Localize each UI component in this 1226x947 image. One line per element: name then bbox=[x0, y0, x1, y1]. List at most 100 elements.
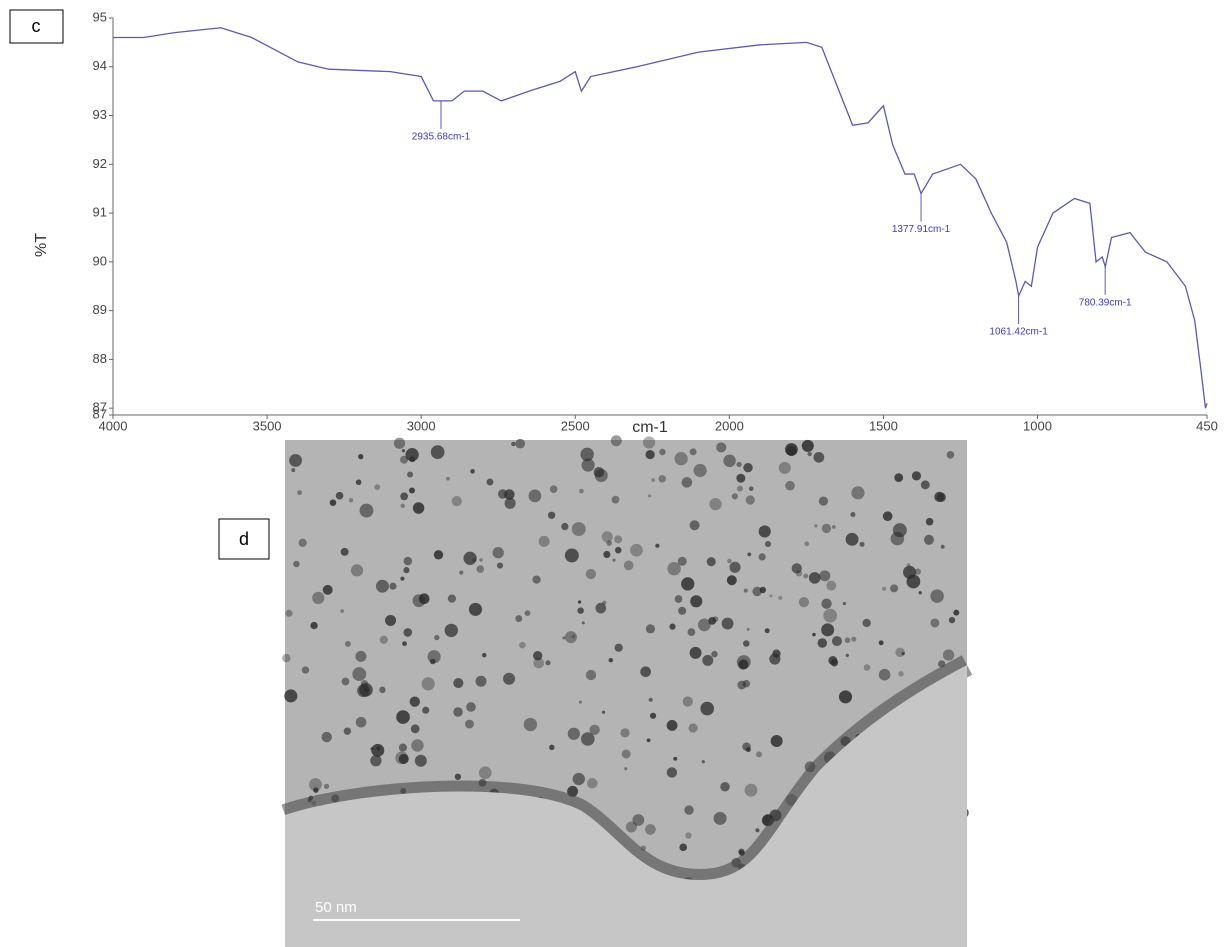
panel-label: d bbox=[239, 529, 249, 549]
particle bbox=[736, 462, 741, 467]
scale-bar-label: 50 nm bbox=[315, 899, 357, 916]
particle bbox=[602, 531, 613, 542]
particle bbox=[673, 757, 677, 761]
particle bbox=[360, 504, 374, 518]
particle bbox=[745, 784, 758, 797]
particle bbox=[893, 523, 907, 537]
particle bbox=[879, 640, 884, 645]
particle bbox=[949, 617, 955, 623]
particle bbox=[709, 498, 721, 510]
particle bbox=[643, 436, 655, 448]
particle bbox=[577, 607, 584, 614]
figure: c %T cm-1 d 50 nm 8787888990919293949540… bbox=[0, 0, 1226, 947]
particle bbox=[587, 778, 598, 789]
particle bbox=[400, 492, 408, 500]
particle bbox=[743, 680, 751, 688]
particle bbox=[702, 760, 705, 763]
particle bbox=[453, 678, 463, 688]
particle bbox=[912, 471, 921, 480]
particle bbox=[297, 490, 302, 495]
particle bbox=[402, 641, 407, 646]
particle bbox=[622, 749, 631, 758]
particle bbox=[796, 570, 803, 577]
particle bbox=[446, 477, 450, 481]
particle bbox=[723, 455, 735, 467]
particle bbox=[732, 493, 738, 499]
particle bbox=[448, 595, 456, 603]
particle bbox=[579, 489, 584, 494]
particle bbox=[459, 571, 463, 575]
particle bbox=[707, 557, 716, 566]
particle bbox=[895, 648, 904, 657]
particle bbox=[818, 638, 827, 647]
particle bbox=[572, 522, 586, 536]
particle bbox=[370, 755, 381, 766]
particle bbox=[376, 746, 380, 750]
particle bbox=[351, 564, 363, 576]
particle bbox=[341, 548, 349, 556]
particle bbox=[851, 486, 864, 499]
particle bbox=[568, 728, 580, 740]
x-tick-label: 2500 bbox=[561, 418, 590, 433]
particle bbox=[785, 481, 795, 491]
particle bbox=[714, 812, 727, 825]
particle bbox=[765, 628, 770, 633]
particle bbox=[455, 774, 461, 780]
x-tick-label: 450 bbox=[1196, 418, 1218, 433]
particle bbox=[769, 594, 772, 597]
particle bbox=[515, 615, 522, 622]
x-tick-label: 4000 bbox=[99, 418, 128, 433]
particle bbox=[479, 766, 492, 779]
particle bbox=[404, 557, 412, 565]
x-axis-label: cm-1 bbox=[632, 419, 668, 436]
particle bbox=[812, 633, 815, 636]
particle bbox=[778, 596, 782, 600]
particle bbox=[465, 720, 474, 729]
particle bbox=[419, 593, 430, 604]
particle bbox=[749, 486, 754, 491]
particle bbox=[700, 702, 714, 716]
particle bbox=[611, 435, 622, 446]
particle bbox=[647, 738, 651, 742]
particle bbox=[626, 822, 637, 833]
particle bbox=[864, 664, 871, 671]
particle bbox=[650, 713, 656, 719]
page: c %T cm-1 d 50 nm 8787888990919293949540… bbox=[0, 0, 1226, 947]
particle bbox=[515, 439, 525, 449]
particle bbox=[894, 473, 903, 482]
particle bbox=[752, 587, 762, 597]
particle bbox=[930, 618, 939, 627]
particle bbox=[402, 449, 405, 452]
particle bbox=[678, 607, 686, 615]
particle bbox=[579, 701, 582, 704]
particle bbox=[586, 670, 596, 680]
particle bbox=[344, 727, 351, 734]
particle bbox=[727, 559, 732, 564]
particle bbox=[819, 570, 830, 581]
particle bbox=[683, 696, 693, 706]
particle bbox=[545, 660, 550, 665]
particle bbox=[831, 659, 838, 666]
particle bbox=[309, 778, 322, 791]
particle bbox=[814, 452, 825, 463]
particle bbox=[809, 572, 821, 584]
particle bbox=[345, 641, 351, 647]
particle bbox=[702, 655, 713, 666]
particle bbox=[410, 697, 420, 707]
particle bbox=[682, 477, 693, 488]
particle bbox=[759, 553, 766, 560]
particle bbox=[376, 580, 389, 593]
particle bbox=[860, 542, 865, 547]
particle bbox=[832, 525, 836, 529]
particle bbox=[394, 438, 405, 449]
particle bbox=[645, 824, 656, 835]
y-tick-label: 87 bbox=[93, 400, 107, 415]
particle bbox=[737, 486, 743, 492]
particle bbox=[808, 452, 812, 456]
particle bbox=[843, 602, 846, 605]
y-tick-label: 92 bbox=[93, 156, 107, 171]
particle bbox=[602, 711, 605, 714]
particle bbox=[675, 595, 683, 603]
particle bbox=[821, 623, 834, 636]
particle bbox=[926, 518, 934, 526]
